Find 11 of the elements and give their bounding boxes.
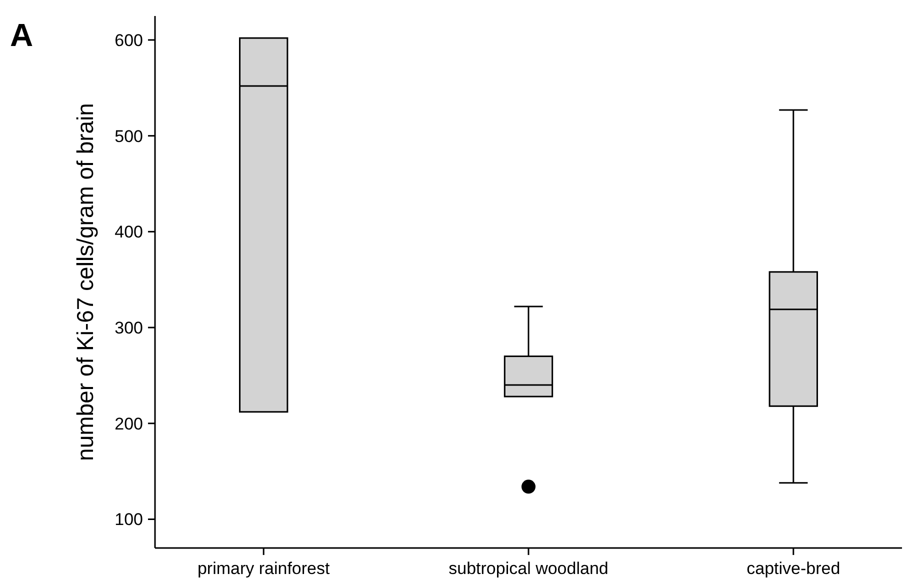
text: A <box>10 17 34 53</box>
y-tick-label: 300 <box>114 318 143 338</box>
y-tick-label: 100 <box>114 510 143 530</box>
x-tick-label: captive-bred <box>746 559 840 578</box>
x-tick-label: primary rainforest <box>197 559 330 578</box>
y-tick-label: 600 <box>114 30 143 50</box>
y-axis-title: number of Ki-67 cells/gram of brain <box>72 103 98 461</box>
x-tick-label: subtropical woodland <box>448 559 608 578</box>
y-tick-label: 400 <box>114 222 143 242</box>
y-tick-label: 200 <box>114 414 143 434</box>
y-tick-label: 500 <box>114 126 143 146</box>
